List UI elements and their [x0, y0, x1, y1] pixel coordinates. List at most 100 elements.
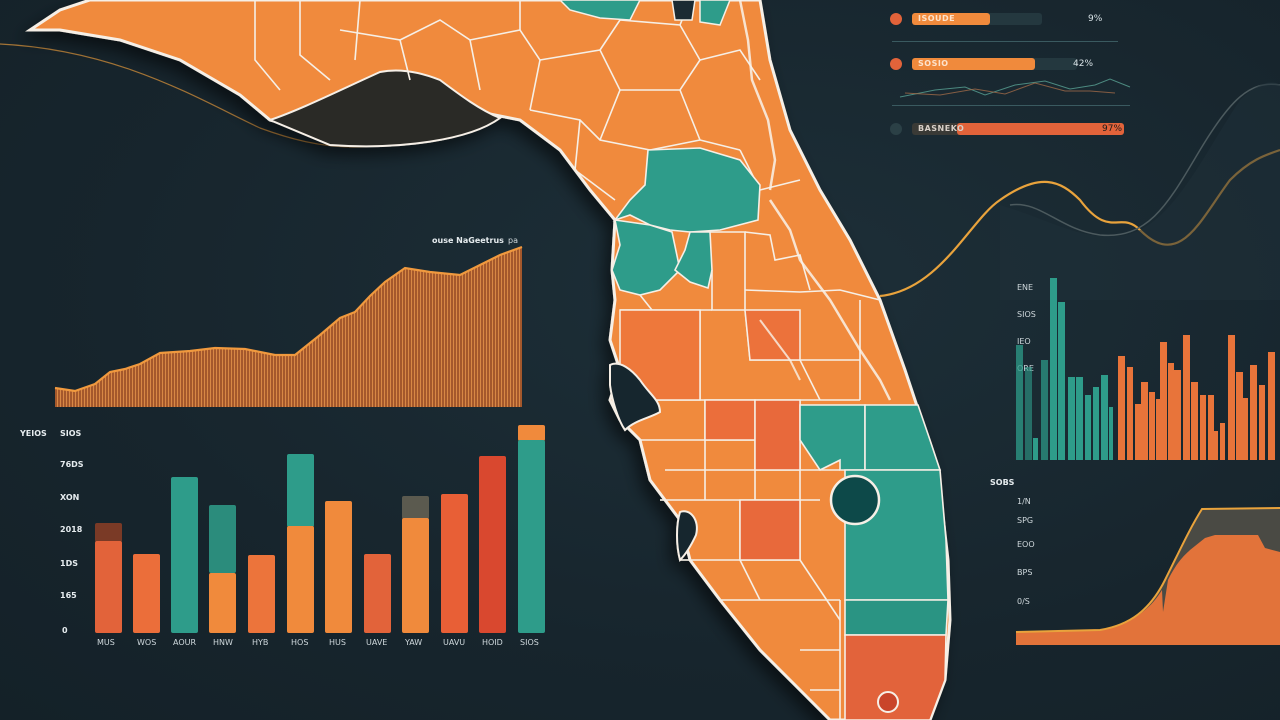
county-teal-west: [611, 219, 681, 296]
county-teal-mid: [673, 231, 713, 290]
progress-track: BASNEKO: [912, 123, 1124, 135]
county-red-miami: [844, 634, 947, 720]
bar-chart: YEIOS SIOS 76DS XON 2018 1DS 165 0: [19, 425, 545, 647]
bar: [95, 541, 122, 633]
county-teal-top-2: [699, 0, 731, 26]
area-chart-title-suffix: pa: [508, 236, 518, 245]
x-label: SIOS: [520, 638, 539, 647]
x-label: UAVE: [366, 638, 387, 647]
bar: [171, 477, 198, 633]
area-chart: ouse NaGeetrus pa: [54, 236, 523, 407]
y-tick: BPS: [1017, 568, 1032, 577]
legend-value: 97%: [1102, 124, 1123, 134]
legend-label: BASNEKO: [918, 124, 965, 133]
legend-label: SOSIO: [918, 59, 949, 68]
y-tick: 165: [60, 591, 77, 600]
bar-group: [95, 425, 545, 633]
bar: [518, 440, 545, 633]
legend-dot-icon: [890, 58, 902, 70]
bar: [402, 518, 429, 633]
legend-divider: [892, 41, 1118, 42]
progress-fill: [912, 58, 1035, 70]
y-tick: EOO: [1017, 540, 1035, 549]
area-chart-line: [54, 245, 523, 393]
sigmoid-chart-title: SOBS: [990, 478, 1015, 487]
x-label: HOS: [291, 638, 308, 647]
y-tick: SPG: [1017, 516, 1033, 525]
bar: [133, 554, 160, 633]
x-label: HYB: [252, 638, 268, 647]
legend-dot-icon: [890, 123, 902, 135]
y-tick: 0/S: [1017, 597, 1030, 606]
y-tick: ENE: [1017, 283, 1033, 292]
progress-fill: [912, 13, 990, 25]
y-tick: XON: [60, 493, 79, 502]
county-teal-central: [612, 147, 761, 233]
legend-value: 9%: [1088, 14, 1103, 24]
bar: [248, 555, 275, 633]
bar: [209, 573, 236, 633]
charlotte-harbor-inlet: [676, 510, 698, 562]
bar-cap: [209, 505, 236, 573]
y-tick: 0: [62, 626, 68, 635]
x-label: MUS: [97, 638, 115, 647]
bar: [479, 456, 506, 633]
legend-value: 42%: [1073, 59, 1094, 69]
river-detail-central: [759, 319, 801, 381]
legend-divider: [892, 105, 1130, 106]
county-teal-top-1: [558, 0, 641, 21]
bar-cap: [287, 454, 314, 527]
y-tick: SIOS: [1017, 310, 1036, 319]
histogram-orange-bars: [1118, 335, 1275, 460]
bar-cap: [518, 425, 545, 441]
histogram-teal-bars: [1016, 278, 1113, 460]
y-tick: 2018: [60, 525, 83, 534]
county-orange-dark-3: [739, 499, 801, 561]
bar-chart-x-labels: MUS WOS AOUR HNW HYB HOS HUS UAVE YAW UA…: [97, 638, 539, 647]
sigmoid-line: [1015, 507, 1280, 633]
bar: [441, 494, 468, 633]
county-orange-dark-1: [704, 399, 756, 441]
legend-dot-icon: [890, 13, 902, 25]
sigmoid-area-chart: SOBS 1/N SPG EOO BPS 0/S: [990, 478, 1280, 645]
county-borders-north: [254, 0, 801, 201]
bar: [325, 501, 352, 633]
bay-cutout: [267, 69, 503, 148]
y-tick: 1DS: [60, 559, 78, 568]
bar-cap: [402, 496, 429, 519]
legend-label: ISOUDE: [918, 14, 956, 23]
florida-map: [25, 0, 952, 720]
x-label: UAVU: [443, 638, 465, 647]
y-tick: 76DS: [60, 460, 84, 469]
lake-marker-circle: [829, 474, 881, 526]
x-label: HNW: [213, 638, 233, 647]
county-teal-east: [864, 404, 942, 471]
county-orange-dark-5: [744, 309, 801, 361]
y-tick: IEO: [1017, 337, 1031, 346]
location-marker-small: [877, 691, 899, 713]
x-label: WOS: [137, 638, 156, 647]
x-label: YAW: [404, 638, 422, 647]
area-chart-fill: [55, 247, 522, 407]
tampa-bay-inlet: [609, 362, 662, 432]
river-detail-east: [738, 0, 892, 401]
sigmoid-lower-fill: [1016, 535, 1280, 645]
progress-fill: [957, 123, 1124, 135]
area-chart-title: ouse NaGeetrus: [432, 236, 504, 245]
county-orange-dark-2: [754, 399, 801, 471]
legend-item[interactable]: BASNEKO 97%: [890, 122, 1124, 136]
county-lake-dark: [671, 0, 696, 21]
y-tick: 1/N: [1017, 497, 1031, 506]
x-label: HUS: [329, 638, 346, 647]
y-tick: SIOS: [60, 429, 82, 438]
legend-sparkline: [899, 78, 1131, 98]
wave-line-chart: [879, 82, 1280, 300]
legend-item[interactable]: SOSIO 42%: [890, 57, 1093, 71]
county-teal-broward: [844, 599, 949, 636]
bar-cap: [95, 523, 122, 542]
bar-chart-ylabel: YEIOS: [19, 429, 47, 438]
legend-item[interactable]: ISOUDE 9%: [890, 12, 1102, 26]
x-label: AOUR: [173, 638, 196, 647]
progress-track: SOSIO: [912, 58, 1077, 70]
